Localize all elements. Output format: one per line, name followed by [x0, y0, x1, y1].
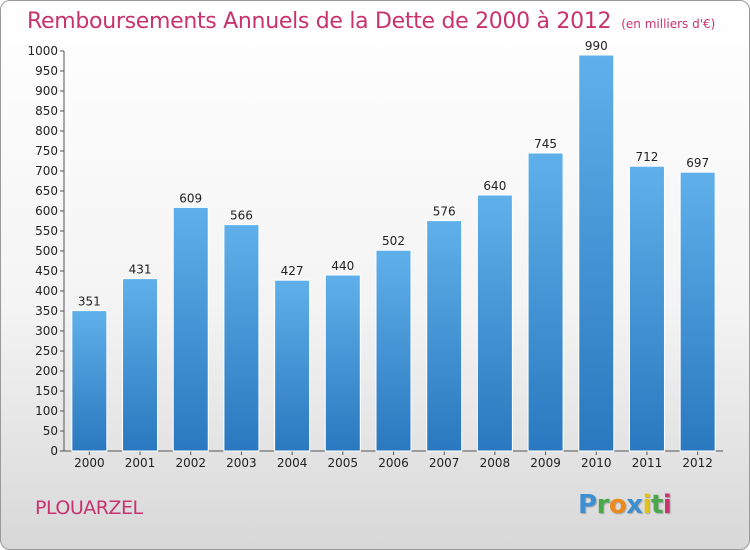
x-tick-label-2004: 2004: [277, 456, 308, 470]
bar-2003: [223, 224, 260, 452]
logo-letter: r: [596, 490, 610, 520]
value-label-2007: 576: [433, 205, 456, 219]
y-tick-label: 550: [35, 224, 58, 238]
value-label-2006: 502: [382, 234, 405, 248]
bar-2008: [476, 194, 513, 452]
proxiti-logo[interactable]: Proxiti: [578, 490, 672, 520]
x-tick-label-2006: 2006: [378, 456, 409, 470]
value-label-2010: 990: [585, 39, 608, 53]
x-tick-label-2012: 2012: [682, 456, 713, 470]
value-label-2005: 440: [331, 259, 354, 273]
y-tick-label: 850: [35, 104, 58, 118]
x-tick-label-2005: 2005: [328, 456, 359, 470]
logo-letter: t: [650, 490, 663, 520]
y-tick-label: 500: [35, 244, 58, 258]
y-tick-label: 600: [35, 204, 58, 218]
y-tick-label: 700: [35, 164, 58, 178]
value-label-2003: 566: [230, 209, 253, 223]
y-tick-label: 0: [50, 444, 58, 458]
value-label-2002: 609: [179, 191, 202, 205]
value-label-2000: 351: [78, 295, 101, 309]
value-label-2009: 745: [534, 137, 557, 151]
x-tick-label-2000: 2000: [74, 456, 105, 470]
y-tick-label: 950: [35, 64, 58, 78]
y-tick-label: 300: [35, 324, 58, 338]
logo-letter: o: [608, 490, 627, 520]
x-tick-label-2011: 2011: [632, 456, 663, 470]
x-tick-label-2003: 2003: [226, 456, 257, 470]
logo-letter: i: [642, 490, 652, 520]
y-tick-label: 50: [43, 424, 58, 438]
y-tick-label: 250: [35, 344, 58, 358]
chart-title-block: Remboursements Annuels de la Dette de 20…: [27, 9, 715, 34]
logo-letter: x: [626, 490, 643, 520]
chart-title: Remboursements Annuels de la Dette de 20…: [27, 9, 612, 34]
chart-subtitle: (en milliers d'€): [621, 17, 716, 31]
commune-name: PLOUARZEL: [35, 497, 143, 519]
x-tick-label-2001: 2001: [125, 456, 156, 470]
value-label-2001: 431: [129, 263, 152, 277]
bar-2012: [679, 171, 716, 452]
value-label-2008: 640: [483, 179, 506, 193]
y-tick-label: 350: [35, 304, 58, 318]
x-tick-label-2010: 2010: [581, 456, 612, 470]
bar-2006: [375, 249, 412, 452]
bar-2009: [527, 152, 564, 452]
bar-2010: [578, 54, 615, 452]
bar-2001: [122, 278, 159, 452]
y-tick-label: 1000: [27, 44, 58, 58]
y-tick-label: 900: [35, 84, 58, 98]
y-tick-label: 750: [35, 144, 58, 158]
y-tick-label: 100: [35, 404, 58, 418]
bar-2011: [628, 165, 665, 452]
x-tick-label-2008: 2008: [480, 456, 511, 470]
y-tick-label: 400: [35, 284, 58, 298]
bar-2005: [324, 274, 361, 452]
y-tick-label: 200: [35, 364, 58, 378]
value-label-2012: 697: [686, 156, 709, 170]
value-label-2004: 427: [281, 264, 304, 278]
y-tick-label: 650: [35, 184, 58, 198]
y-tick-label: 450: [35, 264, 58, 278]
x-tick-label-2002: 2002: [175, 456, 206, 470]
value-label-2011: 712: [636, 150, 659, 164]
x-tick-label-2009: 2009: [530, 456, 561, 470]
bar-2004: [274, 279, 311, 452]
x-tick-label-2007: 2007: [429, 456, 460, 470]
bar-2000: [71, 310, 108, 452]
logo-letter: i: [662, 490, 672, 520]
y-tick-label: 800: [35, 124, 58, 138]
bar-2007: [426, 220, 463, 452]
y-tick-label: 150: [35, 384, 58, 398]
bar-2002: [172, 206, 209, 452]
logo-letter: P: [578, 490, 597, 520]
